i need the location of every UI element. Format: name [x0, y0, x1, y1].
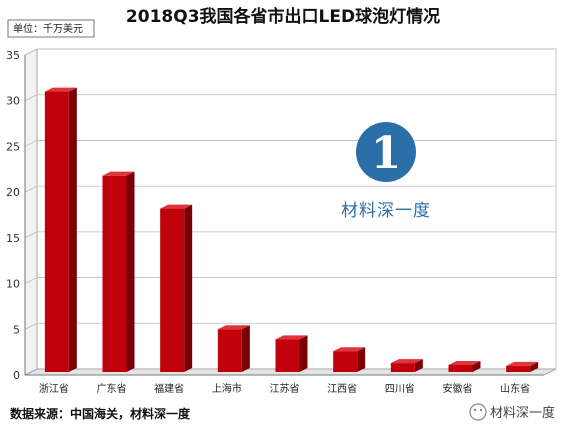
y-axis: 0 5 10 15 20 25 30 35 [6, 49, 544, 382]
gridline-diagonal [24, 48, 38, 56]
wechat-icon [469, 403, 487, 421]
bar [333, 347, 366, 372]
brand-logo-char: 1 [371, 128, 402, 179]
gridline-diagonal [24, 94, 38, 102]
y-tick-label: 35 [6, 49, 20, 62]
bar-top [102, 171, 135, 176]
gridline-diagonal [24, 140, 38, 147]
y-tick-label: 30 [6, 95, 20, 108]
y-tick-label: 25 [6, 140, 20, 153]
gridline-diagonal [24, 277, 38, 284]
x-tick-label: 上海市 [212, 382, 242, 395]
y-tick-label: 20 [6, 186, 20, 199]
bar-front [506, 365, 531, 372]
unit-box [7, 19, 95, 38]
x-axis: 浙江省 广东省 福建省 上海市 江苏省 江西省 四川省 安徽省 山东省 [39, 382, 530, 395]
bar-front [448, 364, 473, 372]
bar-top [160, 204, 193, 209]
gridline-diagonal [24, 322, 38, 330]
bar [160, 204, 193, 372]
bar-top [448, 360, 481, 365]
bar-front [102, 175, 127, 372]
corner-watermark: 材料深一度 [469, 403, 555, 421]
brand-text: 材料深一度 [341, 201, 431, 221]
bar-top [390, 359, 423, 364]
bar-front [333, 351, 358, 372]
x-tick-label: 广东省 [97, 382, 127, 395]
bar [44, 87, 77, 373]
brand-logo-icon [356, 122, 416, 182]
bar-top [44, 87, 77, 92]
bar-top [333, 347, 366, 352]
bar-front [160, 208, 185, 372]
bar-front [275, 339, 300, 372]
x-tick-label: 江西省 [327, 382, 357, 395]
bar [390, 359, 423, 372]
bar [275, 335, 308, 372]
gridline-diagonal [24, 185, 38, 193]
gridline-diagonal [24, 231, 38, 239]
bar-side [299, 335, 308, 372]
x-tick-label: 安徽省 [443, 382, 473, 395]
x-tick-label: 福建省 [154, 382, 184, 395]
x-tick-label: 浙江省 [39, 382, 69, 395]
bar [506, 361, 539, 372]
bars [44, 87, 539, 373]
y-tick-label: 15 [6, 232, 20, 245]
bar [102, 171, 135, 372]
bar-side [472, 360, 481, 372]
x-tick-label: 江苏省 [270, 382, 300, 395]
bar-side [414, 359, 423, 372]
x-tick-label: 山东省 [500, 382, 530, 395]
bar [448, 360, 481, 372]
y-tick-label: 10 [6, 278, 20, 291]
bar-side [126, 171, 135, 372]
bar-front [44, 91, 69, 373]
y-tick-label: 0 [13, 369, 20, 382]
bar-side [530, 361, 539, 372]
chart-title: 2018Q3我国各省市出口LED球泡灯情况 [126, 6, 440, 27]
bar-top [217, 325, 250, 330]
corner-brand-text: 材料深一度 [490, 405, 555, 421]
bar-top [506, 361, 539, 366]
bar-side [241, 325, 250, 372]
bar-side [184, 204, 193, 372]
watermark: 1 材料深一度 [341, 122, 431, 221]
bar-top [275, 335, 308, 340]
bar-front [390, 363, 415, 372]
wechat-eye-icon [479, 408, 483, 412]
bar-front [217, 329, 242, 372]
bar-side [357, 347, 366, 372]
source-note: 数据来源：中国海关，材料深一度 [10, 406, 191, 421]
y-tick-label: 5 [13, 323, 20, 336]
x-tick-label: 四川省 [385, 382, 415, 395]
wechat-eye-icon [473, 408, 477, 412]
bar-side [68, 87, 77, 373]
unit-label: 单位：千万美元 [13, 22, 83, 35]
bar [217, 325, 250, 372]
